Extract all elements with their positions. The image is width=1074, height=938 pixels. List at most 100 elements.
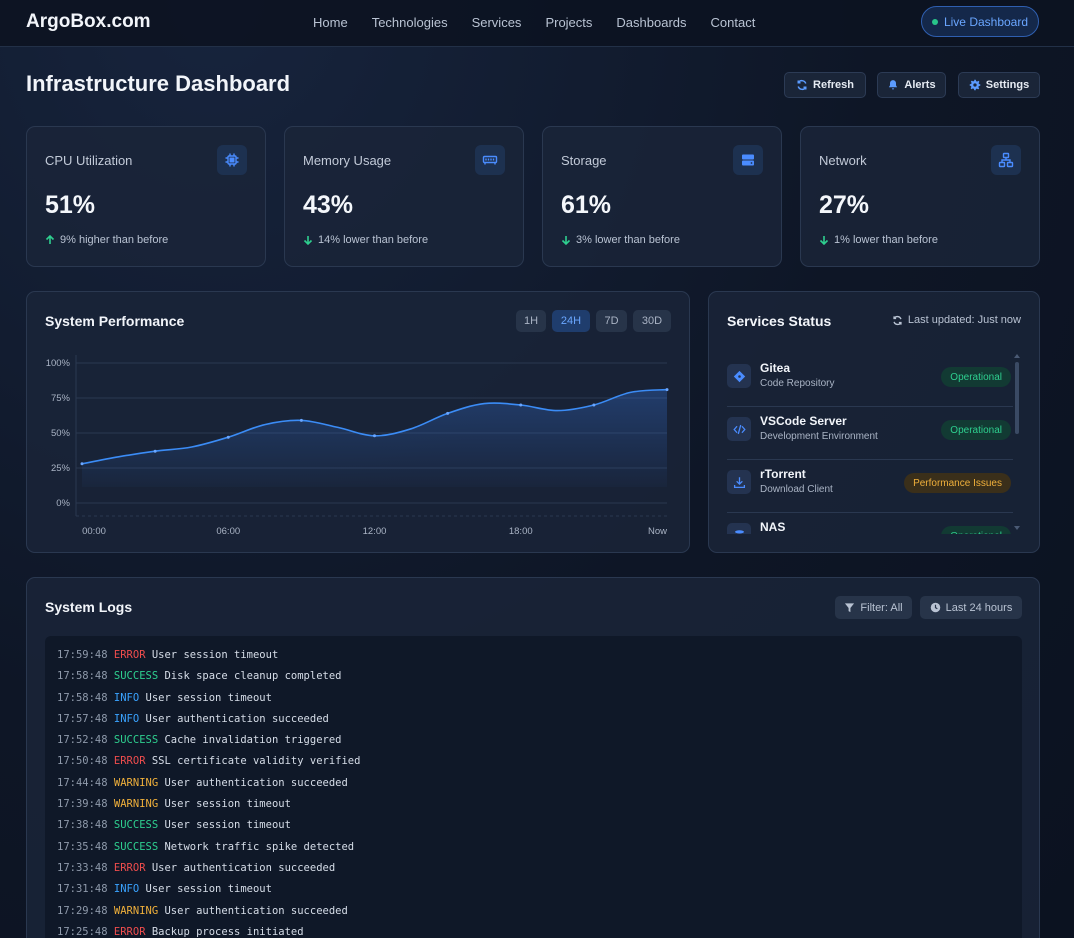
stat-label: Storage (561, 153, 607, 168)
log-time: 17:59:48 (57, 649, 114, 661)
log-time: 17:57:48 (57, 712, 114, 725)
alerts-button[interactable]: Alerts (877, 72, 946, 98)
service-desc: Download Client (760, 484, 833, 495)
log-time: 17:29:48 (57, 904, 114, 917)
chart-data-point (299, 418, 303, 422)
log-period-button[interactable]: Last 24 hours (920, 596, 1022, 619)
page-title: Infrastructure Dashboard (26, 71, 291, 96)
log-time: 17:58:48 (57, 670, 114, 683)
range-1h-button[interactable]: 1H (516, 310, 546, 332)
y-tick-label: 0% (56, 498, 70, 509)
log-level: SUCCESS (113, 734, 165, 747)
service-row-vscode[interactable]: VSCode Server Development Environment Op… (727, 407, 1013, 460)
status-badge: Operational (941, 526, 1011, 534)
log-line: 17:39:48 WARNING User session timeout (57, 797, 1010, 818)
log-line: 17:50:48 ERROR SSL certificate validity … (57, 754, 1010, 775)
performance-title: System Performance (45, 313, 185, 329)
range-24h-button[interactable]: 24H (552, 310, 590, 332)
log-level: SUCCESS (113, 670, 165, 683)
log-level: WARNING (113, 904, 165, 917)
log-message: User session timeout (151, 649, 279, 661)
range-30d-button[interactable]: 30D (633, 310, 671, 332)
settings-label: Settings (985, 79, 1030, 91)
log-line: 17:59:48 ERROR User session timeout (57, 648, 1010, 669)
service-row-gitea[interactable]: Gitea Code Repository Operational (727, 354, 1013, 407)
refresh-icon[interactable] (892, 315, 903, 326)
scroll-down-arrow[interactable] (1014, 526, 1020, 530)
log-filter-button[interactable]: Filter: All (835, 596, 912, 619)
log-level: SUCCESS (113, 819, 165, 832)
refresh-button[interactable]: Refresh (784, 72, 866, 98)
clock-icon (930, 602, 940, 613)
download-icon (727, 470, 751, 494)
log-line: 17:58:48 SUCCESS Disk space cleanup comp… (57, 669, 1010, 690)
arrow-down-icon (561, 236, 571, 245)
status-badge: Operational (941, 367, 1011, 387)
live-dashboard-label: Live Dashboard (943, 14, 1029, 29)
log-message: SSL certificate validity verified (151, 755, 361, 768)
chart-data-point (80, 462, 84, 466)
log-message: User session timeout (164, 819, 291, 832)
services-list: Gitea Code Repository Operational VSCode… (727, 354, 1013, 534)
status-badge: Performance Issues (904, 473, 1011, 493)
y-tick-label: 25% (51, 463, 71, 474)
settings-button[interactable]: Settings (958, 72, 1040, 98)
service-row-rtorrent[interactable]: rTorrent Download Client Performance Iss… (727, 460, 1013, 513)
nav-link-services[interactable]: Services (471, 15, 522, 30)
log-line: 17:29:48 WARNING User authentication suc… (57, 904, 1010, 925)
log-level: INFO (113, 883, 146, 896)
services-updated: Last updated: Just now (892, 314, 1021, 326)
x-tick-label: 00:00 (82, 526, 106, 537)
log-message: User authentication succeeded (164, 776, 348, 789)
log-line: 17:58:48 INFO User session timeout (57, 691, 1010, 712)
log-level: ERROR (113, 755, 152, 768)
log-message: User session timeout (145, 691, 272, 704)
log-period-label: Last 24 hours (945, 601, 1013, 614)
scroll-up-arrow[interactable] (1014, 354, 1020, 358)
stat-card-storage: Storage 61% 3% lower than before (542, 126, 782, 267)
live-dashboard-button[interactable]: Live Dashboard (921, 6, 1039, 37)
chart-data-point (446, 411, 450, 415)
services-panel: Services Status Last updated: Just now G… (708, 291, 1040, 553)
chart-data-point (373, 434, 376, 438)
nav-link-dashboards[interactable]: Dashboards (616, 15, 687, 30)
log-level: SUCCESS (113, 840, 165, 853)
log-level: WARNING (113, 776, 165, 789)
y-tick-label: 50% (51, 428, 71, 439)
stat-trend-text: 9% higher than before (60, 234, 169, 246)
stat-trend-text: 14% lower than before (318, 234, 429, 246)
log-level: ERROR (113, 861, 152, 874)
log-time: 17:44:48 (57, 776, 114, 789)
log-time: 17:31:48 (57, 883, 114, 896)
stat-card-cpu: CPU Utilization 51% 9% higher than befor… (26, 126, 266, 267)
top-nav: ArgoBox.com Home Technologies Services P… (0, 0, 1074, 47)
log-line: 17:31:48 INFO User session timeout (57, 882, 1010, 903)
chart-data-point (519, 403, 523, 407)
network-icon (991, 145, 1021, 175)
log-time: 17:52:48 (57, 734, 114, 747)
scroll-thumb[interactable] (1015, 362, 1019, 434)
x-tick-label: 12:00 (363, 526, 387, 537)
nav-link-home[interactable]: Home (313, 15, 348, 30)
log-message: User session timeout (164, 798, 291, 811)
chart-data-point (226, 435, 230, 439)
nav-link-technologies[interactable]: Technologies (371, 15, 448, 30)
services-scrollbar[interactable] (1014, 354, 1020, 530)
range-7d-button[interactable]: 7D (596, 310, 627, 332)
log-message: User authentication succeeded (145, 712, 329, 725)
cpu-icon (217, 145, 247, 175)
code-icon (727, 417, 751, 441)
service-name: Gitea (760, 361, 791, 375)
nav-link-contact[interactable]: Contact (710, 15, 756, 30)
stat-label: Memory Usage (303, 153, 392, 168)
bell-icon (889, 80, 898, 90)
nav-link-projects[interactable]: Projects (545, 15, 593, 30)
service-row-nas[interactable]: NAS Operational (727, 513, 1013, 534)
stat-card-memory: Memory Usage 43% 14% lower than before (284, 126, 524, 267)
log-output[interactable]: 17:59:48 ERROR User session timeout 17:58… (45, 636, 1022, 938)
chart-data-point (665, 388, 669, 392)
refresh-icon (797, 79, 807, 91)
brand-logo[interactable]: ArgoBox.com (26, 11, 151, 32)
logs-panel: System Logs Filter: All Last 24 hours 17… (26, 577, 1040, 938)
chart-area-fill (82, 389, 667, 487)
